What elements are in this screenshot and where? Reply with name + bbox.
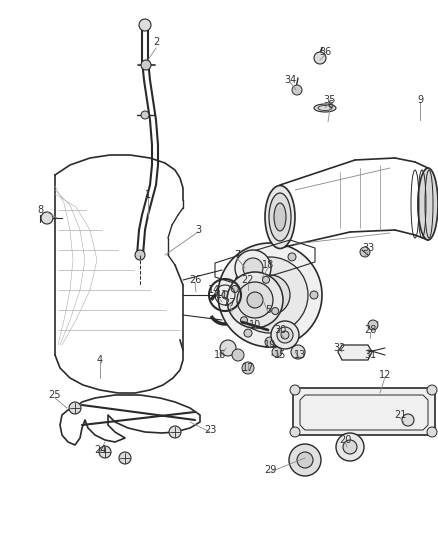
- Circle shape: [270, 321, 298, 349]
- Circle shape: [313, 52, 325, 64]
- Polygon shape: [337, 345, 371, 360]
- Circle shape: [240, 317, 247, 324]
- Text: 22: 22: [241, 275, 254, 285]
- Circle shape: [234, 250, 270, 286]
- Text: 20: 20: [338, 435, 350, 445]
- Text: 4: 4: [97, 355, 103, 365]
- Circle shape: [222, 291, 230, 299]
- Circle shape: [41, 212, 53, 224]
- Text: 8: 8: [37, 205, 43, 215]
- Circle shape: [290, 345, 304, 359]
- Text: 15: 15: [273, 350, 286, 360]
- Circle shape: [244, 329, 251, 337]
- Circle shape: [276, 327, 292, 343]
- Text: 36: 36: [318, 47, 330, 57]
- Text: 11: 11: [215, 290, 228, 300]
- Circle shape: [219, 340, 236, 356]
- Ellipse shape: [313, 104, 335, 112]
- Circle shape: [243, 258, 262, 278]
- Circle shape: [262, 276, 269, 284]
- Circle shape: [141, 111, 148, 119]
- Circle shape: [247, 292, 262, 308]
- Circle shape: [237, 282, 272, 318]
- Text: 14: 14: [208, 285, 219, 295]
- Ellipse shape: [273, 203, 285, 231]
- Circle shape: [271, 308, 278, 314]
- Text: 3: 3: [194, 225, 201, 235]
- Text: 17: 17: [241, 363, 254, 373]
- Circle shape: [290, 385, 299, 395]
- Circle shape: [218, 243, 321, 347]
- Circle shape: [249, 275, 290, 315]
- Text: 1: 1: [145, 190, 151, 200]
- Circle shape: [401, 414, 413, 426]
- Ellipse shape: [417, 168, 437, 240]
- Text: 35: 35: [323, 95, 336, 105]
- Text: 7: 7: [233, 250, 240, 260]
- Text: 12: 12: [378, 370, 390, 380]
- Text: 27: 27: [223, 298, 236, 308]
- Text: 23: 23: [203, 425, 215, 435]
- Text: 26: 26: [188, 275, 201, 285]
- Circle shape: [272, 347, 281, 357]
- Text: 6: 6: [326, 100, 332, 110]
- Polygon shape: [292, 388, 434, 435]
- Circle shape: [280, 331, 288, 339]
- Circle shape: [231, 286, 238, 293]
- Circle shape: [231, 349, 244, 361]
- Circle shape: [226, 272, 283, 328]
- Circle shape: [287, 329, 295, 337]
- Circle shape: [141, 60, 151, 70]
- Circle shape: [244, 253, 251, 261]
- Text: 28: 28: [363, 325, 375, 335]
- Text: 34: 34: [283, 75, 296, 85]
- Text: 29: 29: [263, 465, 276, 475]
- Ellipse shape: [268, 193, 290, 241]
- Circle shape: [426, 427, 436, 437]
- Circle shape: [367, 320, 377, 330]
- Text: 25: 25: [49, 390, 61, 400]
- Circle shape: [135, 250, 145, 260]
- Text: 30: 30: [273, 325, 286, 335]
- Circle shape: [309, 291, 317, 299]
- Circle shape: [259, 285, 279, 305]
- Text: 5: 5: [264, 305, 271, 315]
- Text: 9: 9: [416, 95, 422, 105]
- Text: 21: 21: [393, 410, 405, 420]
- Text: 10: 10: [248, 320, 261, 330]
- Text: 19: 19: [263, 340, 276, 350]
- Circle shape: [335, 433, 363, 461]
- Circle shape: [297, 452, 312, 468]
- Circle shape: [265, 337, 274, 347]
- Text: 33: 33: [361, 243, 373, 253]
- Text: 24: 24: [94, 445, 106, 455]
- Text: 31: 31: [363, 350, 375, 360]
- Circle shape: [290, 427, 299, 437]
- Text: 2: 2: [152, 37, 159, 47]
- Text: 13: 13: [293, 350, 305, 360]
- Circle shape: [288, 444, 320, 476]
- Circle shape: [69, 402, 81, 414]
- Circle shape: [119, 452, 131, 464]
- Circle shape: [291, 85, 301, 95]
- Text: 16: 16: [213, 350, 226, 360]
- Circle shape: [342, 440, 356, 454]
- Circle shape: [359, 247, 369, 257]
- Circle shape: [287, 253, 295, 261]
- Circle shape: [99, 446, 111, 458]
- Circle shape: [426, 385, 436, 395]
- Circle shape: [169, 426, 180, 438]
- Circle shape: [231, 257, 307, 333]
- Text: 32: 32: [333, 343, 346, 353]
- Circle shape: [241, 362, 254, 374]
- Ellipse shape: [265, 185, 294, 248]
- Circle shape: [139, 19, 151, 31]
- Text: 18: 18: [261, 260, 273, 270]
